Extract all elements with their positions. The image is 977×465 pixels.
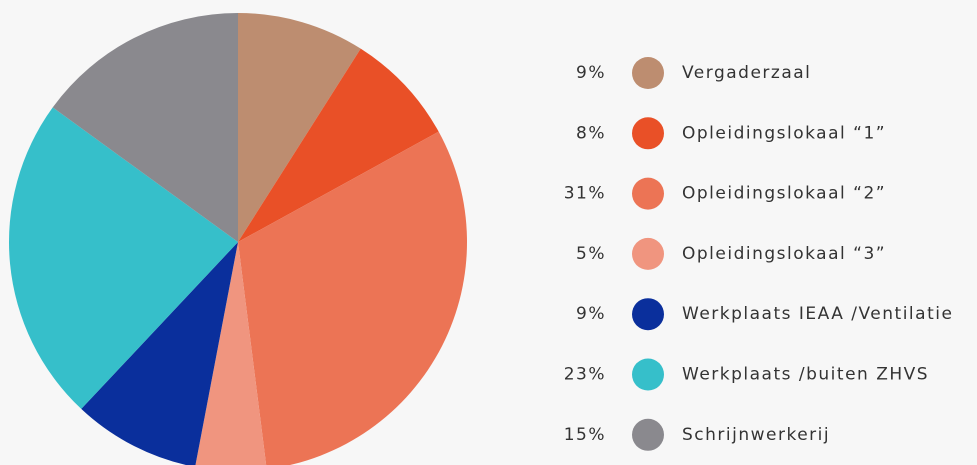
legend-value: 23% — [564, 365, 606, 385]
legend-swatch — [632, 358, 664, 391]
legend-value: 15% — [564, 425, 606, 445]
legend-value: 31% — [564, 184, 606, 204]
legend-label: Werkplaats /buiten ZHVS — [682, 365, 929, 385]
legend-value: 9% — [576, 63, 606, 83]
legend-value: 5% — [576, 244, 606, 264]
pie-slice — [195, 242, 267, 465]
legend-label: Opleidingslokaal “3” — [682, 244, 886, 264]
pie-slice — [52, 12, 238, 242]
legend-label: Schrijnwerkerij — [682, 425, 830, 445]
legend-label: Vergaderzaal — [682, 63, 811, 83]
legend-swatch — [632, 117, 664, 150]
legend-label: Opleidingslokaal “1” — [682, 123, 886, 143]
legend-value: 9% — [576, 304, 606, 324]
pie-slice — [238, 13, 361, 242]
legend-swatch — [632, 237, 664, 270]
pie-slice — [238, 131, 467, 465]
legend-swatch — [632, 418, 664, 451]
legend-swatch — [632, 57, 664, 89]
legend-label: Opleidingslokaal “2” — [682, 184, 886, 204]
pie-slice — [81, 242, 238, 465]
legend-label: Werkplaats IEAA /Ventilatie — [682, 304, 953, 324]
legend-value: 8% — [576, 123, 606, 143]
legend-swatch — [632, 298, 664, 331]
legend-swatch — [632, 177, 664, 210]
pie-slice — [238, 48, 439, 242]
pie-slice — [8, 107, 238, 409]
